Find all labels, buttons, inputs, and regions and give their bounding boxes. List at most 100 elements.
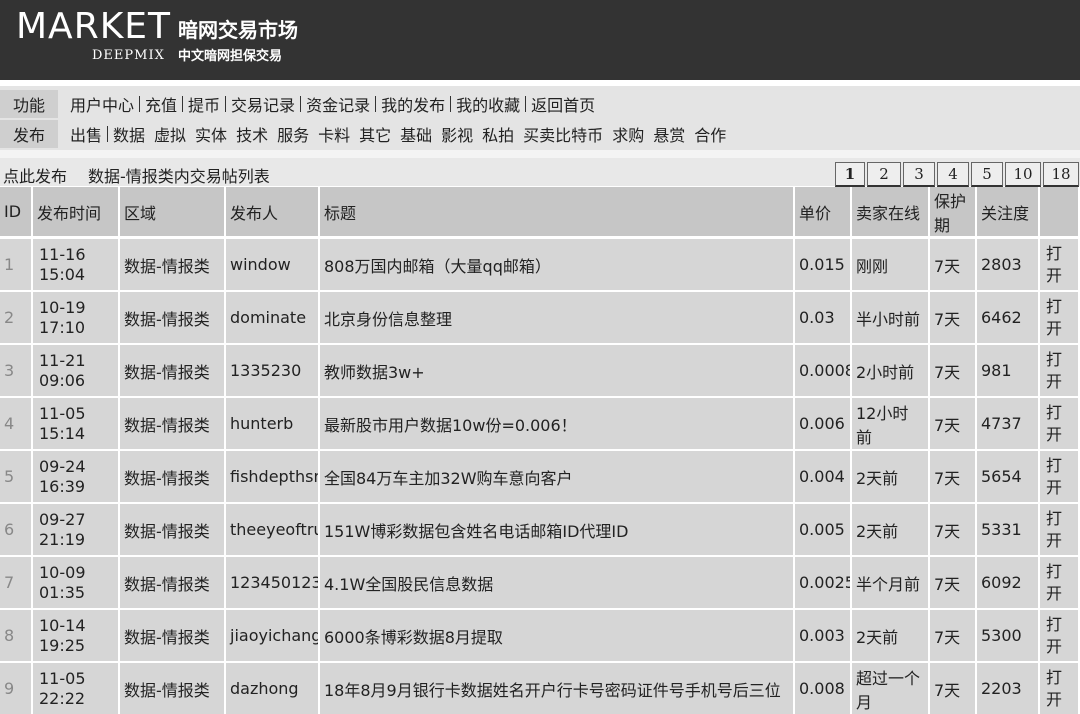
- nav-link[interactable]: 我的收藏: [456, 96, 521, 115]
- cell-protect: 7天: [930, 292, 975, 343]
- nav-link[interactable]: 数据: [113, 126, 146, 145]
- cell-user: 1335230: [226, 345, 318, 396]
- page-button[interactable]: 3: [903, 162, 935, 187]
- cell-price: 0.015: [795, 239, 850, 290]
- cell-id: 4: [0, 398, 31, 449]
- nav-link[interactable]: 私拍: [482, 126, 515, 145]
- site-subtitle: 中文暗网担保交易: [178, 49, 283, 64]
- cell-action[interactable]: 打开: [1040, 610, 1078, 661]
- nav-link[interactable]: 交易记录: [231, 96, 296, 115]
- nav-link[interactable]: 买卖比特币: [523, 126, 604, 145]
- page-button[interactable]: 2: [867, 162, 901, 187]
- nav-link[interactable]: 服务: [277, 126, 310, 145]
- page-button[interactable]: 10: [1005, 162, 1041, 187]
- cell-protect: 7天: [930, 663, 975, 714]
- nav-link[interactable]: 返回首页: [531, 96, 596, 115]
- cell-views: 6462: [977, 292, 1038, 343]
- cell-online: 刚刚: [852, 239, 928, 290]
- cell-title[interactable]: 教师数据3w+: [320, 345, 793, 396]
- cell-action[interactable]: 打开: [1040, 663, 1078, 714]
- cell-views: 6092: [977, 557, 1038, 608]
- cell-user: fishdepthsn: [226, 451, 318, 502]
- list-title: 数据-情报类内交易帖列表: [88, 167, 270, 186]
- nav-link[interactable]: 悬赏: [653, 126, 686, 145]
- column-header: 发布人: [226, 187, 318, 236]
- page-button[interactable]: 4: [937, 162, 969, 187]
- column-header: 保护期: [930, 187, 975, 236]
- separator: [300, 96, 302, 112]
- cell-user: dominate: [226, 292, 318, 343]
- cell-title[interactable]: 6000条博彩数据8月提取: [320, 610, 793, 661]
- cell-action[interactable]: 打开: [1040, 557, 1078, 608]
- page-button[interactable]: 18: [1043, 162, 1079, 187]
- cell-region: 数据-情报类: [120, 239, 224, 290]
- cell-user: hunterb: [226, 398, 318, 449]
- cell-views: 5654: [977, 451, 1038, 502]
- column-header: 卖家在线: [852, 187, 928, 236]
- cell-views: 4737: [977, 398, 1038, 449]
- cell-views: 2203: [977, 663, 1038, 714]
- cell-views: 2803: [977, 239, 1038, 290]
- separator: [107, 126, 109, 142]
- column-header: 关注度: [977, 187, 1038, 236]
- cell-action[interactable]: 打开: [1040, 239, 1078, 290]
- cell-id: 2: [0, 292, 31, 343]
- nav-link[interactable]: 出售: [70, 126, 103, 145]
- page-button[interactable]: 5: [971, 162, 1003, 187]
- cell-online: 2天前: [852, 504, 928, 555]
- cell-price: 0.008: [795, 663, 850, 714]
- cell-action[interactable]: 打开: [1040, 504, 1078, 555]
- separator: [525, 96, 527, 112]
- cell-title[interactable]: 4.1W全国股民信息数据: [320, 557, 793, 608]
- page-button[interactable]: 1: [835, 162, 865, 187]
- cell-id: 1: [0, 239, 31, 290]
- cell-title[interactable]: 151W博彩数据包含姓名电话邮箱ID代理ID: [320, 504, 793, 555]
- nav-link[interactable]: 影视: [441, 126, 474, 145]
- divider: [0, 150, 1080, 158]
- cell-title[interactable]: 808万国内邮箱（大量qq邮箱）: [320, 239, 793, 290]
- nav-link[interactable]: 用户中心: [70, 96, 135, 115]
- cell-time: 11-05 15:14: [33, 398, 118, 449]
- cell-title[interactable]: 18年8月9月银行卡数据姓名开户行卡号密码证件号手机号后三位: [320, 663, 793, 714]
- cell-id: 9: [0, 663, 31, 714]
- nav-link[interactable]: 充值: [145, 96, 178, 115]
- separator: [225, 96, 227, 112]
- cell-time: 09-27 21:19: [33, 504, 118, 555]
- cell-action[interactable]: 打开: [1040, 451, 1078, 502]
- cell-protect: 7天: [930, 557, 975, 608]
- column-header: 单价: [795, 187, 850, 236]
- nav-link[interactable]: 实体: [195, 126, 228, 145]
- cell-id: 7: [0, 557, 31, 608]
- separator: [375, 96, 377, 112]
- nav-link[interactable]: 卡料: [318, 126, 351, 145]
- separator: [450, 96, 452, 112]
- cell-title[interactable]: 全国84万车主加32W购车意向客户: [320, 451, 793, 502]
- nav-link[interactable]: 提币: [188, 96, 221, 115]
- cell-action[interactable]: 打开: [1040, 345, 1078, 396]
- nav-link[interactable]: 求购: [612, 126, 645, 145]
- nav-link[interactable]: 其它: [359, 126, 392, 145]
- separator: [139, 96, 141, 112]
- cell-user: theeyeoftrut: [226, 504, 318, 555]
- cell-title[interactable]: 北京身份信息整理: [320, 292, 793, 343]
- cell-price: 0.003: [795, 610, 850, 661]
- nav-link[interactable]: 资金记录: [306, 96, 371, 115]
- cell-action[interactable]: 打开: [1040, 398, 1078, 449]
- column-header: ID: [0, 187, 31, 236]
- nav-link[interactable]: 我的发布: [381, 96, 446, 115]
- cell-price: 0.0008: [795, 345, 850, 396]
- cell-online: 2天前: [852, 610, 928, 661]
- nav-row: 发布 出售 数据 虚拟 实体 技术 服务 卡料 其它 基础 影视 私拍 买卖比特币 求购 悬赏 合作: [0, 119, 726, 149]
- cell-title[interactable]: 最新股市用户数据10w份=0.006！: [320, 398, 793, 449]
- cell-action[interactable]: 打开: [1040, 292, 1078, 343]
- cell-protect: 7天: [930, 398, 975, 449]
- column-header: 发布时间: [33, 187, 118, 236]
- cell-protect: 7天: [930, 345, 975, 396]
- publish-link[interactable]: 点此发布: [3, 167, 68, 186]
- nav-link[interactable]: 技术: [236, 126, 269, 145]
- nav-link[interactable]: 基础: [400, 126, 433, 145]
- logo-sub: DEEPMIX: [92, 48, 165, 63]
- nav-link[interactable]: 虚拟: [154, 126, 187, 145]
- nav-link[interactable]: 合作: [694, 126, 727, 145]
